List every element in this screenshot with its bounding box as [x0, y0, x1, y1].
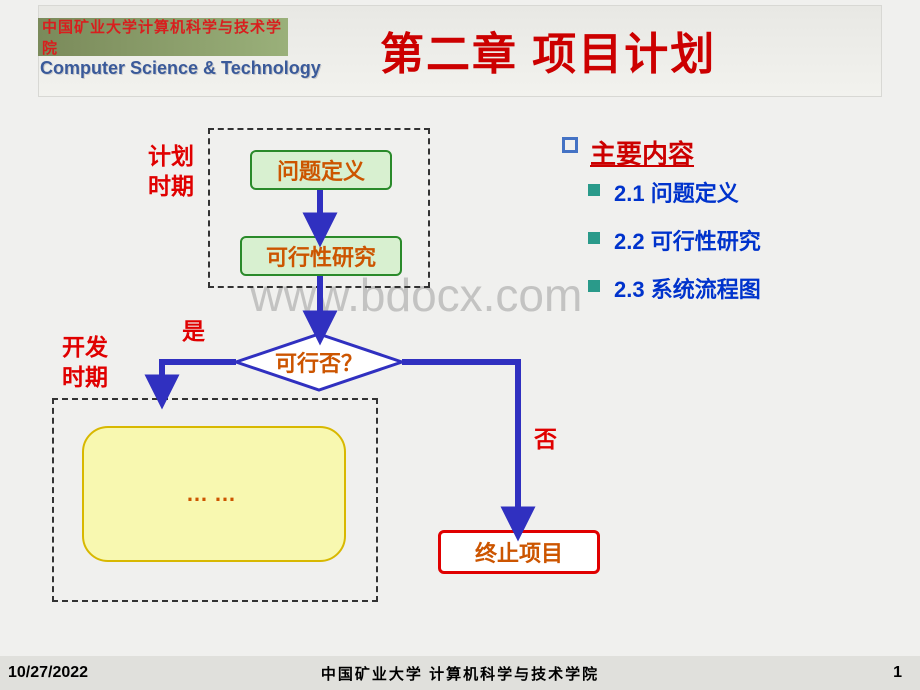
node-problem-def: 问题定义 [250, 150, 392, 190]
node-label: 终止项目 [475, 536, 563, 568]
header-org-cn: 中国矿业大学计算机科学与技术学院 [42, 16, 288, 58]
plan-period-label: 计划 时期 [148, 142, 194, 202]
node-dev-work: …… [82, 426, 346, 562]
header-org-cn-block: 中国矿业大学计算机科学与技术学院 [38, 18, 288, 56]
node-decision: 可行否？ [234, 332, 404, 392]
node-label: …… [186, 481, 242, 507]
header-org-en: Computer Science & Technology [40, 58, 321, 79]
footer-page: 1 [893, 664, 902, 682]
node-label: 可行性研究 [266, 240, 376, 272]
contents-item: 2.3 系统流程图 [614, 272, 761, 304]
node-terminate: 终止项目 [438, 530, 600, 574]
footer-date: 10/27/2022 [8, 664, 88, 682]
page-title: 第二章 项目计划 [380, 18, 716, 82]
contents-heading: 主要内容 [590, 134, 694, 171]
label-line: 开发 [62, 334, 108, 360]
contents-list: 2.1 问题定义 2.2 可行性研究 2.3 系统流程图 [614, 176, 761, 320]
edge-no-label: 否 [534, 420, 557, 454]
contents-item: 2.2 可行性研究 [614, 224, 761, 256]
label-line: 时期 [62, 364, 108, 390]
label-line: 时期 [148, 173, 194, 199]
dev-period-label: 开发 时期 [62, 333, 108, 393]
edge-yes-label: 是 [182, 312, 205, 346]
footer: 10/27/2022 中国矿业大学 计算机科学与技术学院 1 [0, 656, 920, 690]
footer-org: 中国矿业大学 计算机科学与技术学院 [321, 663, 599, 684]
node-label: 可行否？ [275, 346, 363, 378]
node-feasibility: 可行性研究 [240, 236, 402, 276]
node-label: 问题定义 [277, 154, 365, 186]
contents-bullet-icon [562, 137, 578, 153]
contents-item: 2.1 问题定义 [614, 176, 761, 208]
label-line: 计划 [148, 143, 194, 169]
